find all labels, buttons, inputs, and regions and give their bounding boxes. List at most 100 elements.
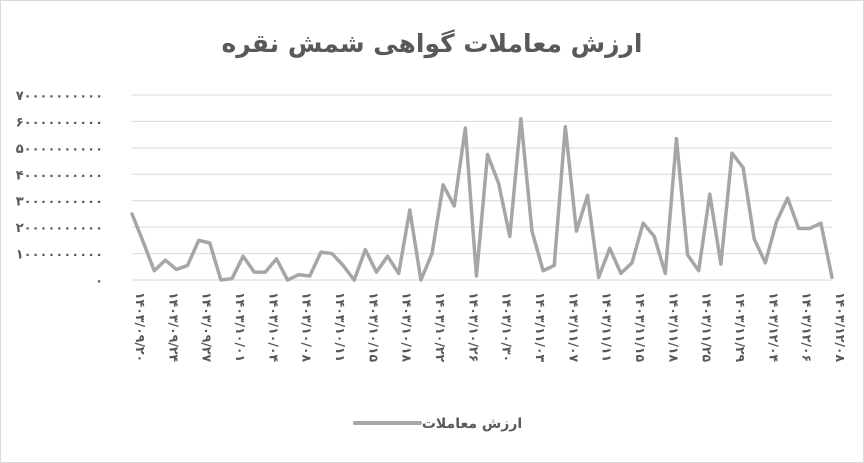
x-tick-label: ۱۴۰۳/۱۲/۰۴ xyxy=(766,292,781,363)
x-tick-label: ۱۴۰۳/۱۱/۱۱ xyxy=(600,292,615,362)
data-point xyxy=(430,252,434,256)
data-point xyxy=(452,204,456,208)
data-point xyxy=(286,278,290,282)
data-point xyxy=(330,252,334,256)
data-point xyxy=(519,117,523,121)
chart-title: ارزش معاملات گواهی شمش نقره xyxy=(221,29,642,59)
data-point xyxy=(508,234,512,238)
x-tick-label: ۱۴۰۳/۱۱/۱۵ xyxy=(633,292,648,363)
x-tick-label: ۱۴۰۳/۱۲/۰۶ xyxy=(800,292,815,362)
data-point xyxy=(252,270,256,274)
data-point xyxy=(786,196,790,200)
x-tick-label: ۱۴۰۳/۱۰/۰۴ xyxy=(266,292,281,363)
x-tick-label: ۱۴۰۳/۱۱/۱۸ xyxy=(666,292,681,363)
data-point xyxy=(774,220,778,224)
data-point xyxy=(463,126,467,130)
data-point xyxy=(830,275,834,279)
data-point xyxy=(441,183,445,187)
y-axis-tick-labels: ۰ ۱۰۰۰۰۰۰۰۰۰۰ ۲۰۰۰۰۰۰۰۰۰۰ ۳۰۰۰۰۰۰۰۰۰۰ ۴۰۰۰۰۰… xyxy=(16,89,103,289)
data-point xyxy=(819,221,823,225)
data-point xyxy=(541,269,545,273)
x-tick-label: ۱۴۰۳/۱۱/۲۵ xyxy=(700,292,715,363)
data-point xyxy=(752,237,756,241)
data-point xyxy=(552,263,556,267)
data-point xyxy=(319,250,323,254)
data-point xyxy=(297,273,301,277)
data-point xyxy=(608,246,612,250)
data-point xyxy=(630,261,634,265)
data-point xyxy=(397,271,401,275)
data-point xyxy=(763,261,767,265)
x-tick-label: ۱۴۰۳/۱۰/۱۵ xyxy=(366,292,381,363)
x-tick-label: ۱۴۰۳/۱۰/۲۶ xyxy=(466,292,481,362)
data-point xyxy=(741,166,745,170)
x-tick-label: ۱۴۰۳/۱۱/۰۷ xyxy=(566,292,581,363)
data-point xyxy=(586,193,590,197)
y-tick-label: ۵۰۰۰۰۰۰۰۰۰۰ xyxy=(16,142,103,157)
data-point xyxy=(408,208,412,212)
grid-lines xyxy=(132,94,832,281)
data-point xyxy=(808,226,812,230)
x-tick-label: ۱۴۰۳/۰۹/۲۴ xyxy=(166,292,181,363)
x-tick-label: ۱۴۰۳/۰۹/۲۰ xyxy=(133,292,148,362)
data-point xyxy=(186,263,190,267)
data-point xyxy=(597,275,601,279)
x-tick-label: ۱۴۰۳/۱۰/۰۸ xyxy=(300,292,315,363)
data-point xyxy=(197,238,201,242)
x-tick-label: ۱۴۰۳/۱۲/۰۸ xyxy=(833,292,848,363)
data-point xyxy=(208,241,212,245)
x-tick-label: ۱۴۰۳/۱۱/۲۹ xyxy=(733,292,748,363)
data-point xyxy=(697,269,701,273)
legend-label: ارزش معاملات xyxy=(422,416,522,432)
x-tick-label: ۱۴۰۳/۰۹/۲۷ xyxy=(200,292,215,363)
data-point xyxy=(486,152,490,156)
data-point xyxy=(652,234,656,238)
data-point xyxy=(497,182,501,186)
data-point xyxy=(152,269,156,273)
legend: ارزش معاملات xyxy=(353,416,522,432)
data-point xyxy=(641,221,645,225)
data-point xyxy=(374,270,378,274)
data-point xyxy=(663,271,667,275)
x-axis-tick-labels: ۱۴۰۳/۰۹/۲۰ ۱۴۰۳/۰۹/۲۴ ۱۴۰۳/۰۹/۲۷ ۱۴۰۳/۱۰/۰۱… xyxy=(133,292,848,363)
series-layer xyxy=(130,117,834,282)
series-line xyxy=(130,117,834,282)
data-point xyxy=(730,151,734,155)
data-point xyxy=(719,262,723,266)
data-point xyxy=(141,240,145,244)
data-point xyxy=(163,258,167,262)
data-point xyxy=(352,278,356,282)
y-tick-label: ۶۰۰۰۰۰۰۰۰۰۰ xyxy=(16,115,103,130)
x-tick-label: ۱۴۰۳/۱۰/۲۲ xyxy=(433,292,448,363)
y-tick-label: ۳۰۰۰۰۰۰۰۰۰۰ xyxy=(16,195,103,210)
data-point xyxy=(174,267,178,271)
data-point xyxy=(674,137,678,141)
data-point xyxy=(386,254,390,258)
data-point xyxy=(686,253,690,257)
data-point xyxy=(341,263,345,267)
x-tick-label: ۱۴۰۳/۱۰/۳۰ xyxy=(500,292,515,362)
x-tick-label: ۱۴۰۳/۱۰/۰۱ xyxy=(233,292,248,362)
x-tick-label: ۱۴۰۳/۱۰/۱۸ xyxy=(400,292,415,363)
data-point xyxy=(219,278,223,282)
data-point xyxy=(530,229,534,233)
data-point xyxy=(708,192,712,196)
data-point xyxy=(419,278,423,282)
data-point xyxy=(363,248,367,252)
y-tick-label: ۲۰۰۰۰۰۰۰۰۰۰ xyxy=(16,221,103,236)
data-point xyxy=(797,226,801,230)
data-point xyxy=(230,277,234,281)
x-tick-label: ۱۴۰۳/۱۰/۱۱ xyxy=(333,292,348,362)
y-tick-label: ۰ xyxy=(95,274,103,289)
x-tick-label: ۱۴۰۳/۱۱/۰۳ xyxy=(533,292,548,363)
data-point xyxy=(130,212,134,216)
data-point xyxy=(619,271,623,275)
y-tick-label: ۱۰۰۰۰۰۰۰۰۰۰ xyxy=(16,248,103,263)
data-point xyxy=(574,229,578,233)
data-point xyxy=(263,270,267,274)
y-tick-label: ۷۰۰۰۰۰۰۰۰۰۰ xyxy=(16,89,103,104)
data-point xyxy=(241,254,245,258)
y-tick-label: ۴۰۰۰۰۰۰۰۰۰۰ xyxy=(16,168,103,183)
